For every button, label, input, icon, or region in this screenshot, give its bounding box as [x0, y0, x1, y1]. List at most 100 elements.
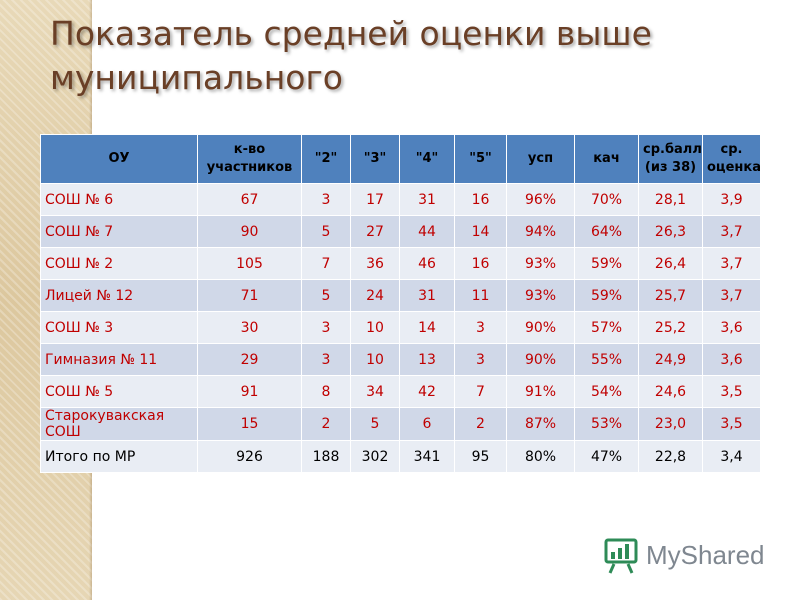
table-cell: 94%: [506, 215, 575, 248]
table-cell: 25,7: [638, 279, 703, 312]
header-cell: ср. оценка: [702, 134, 761, 184]
table-cell: 80%: [506, 440, 575, 473]
table-cell: 3: [454, 311, 507, 344]
school-name-cell: Итого по МР: [40, 440, 198, 473]
table-cell: 91: [197, 375, 302, 408]
table-cell: 31: [399, 183, 455, 216]
table-cell: 105: [197, 247, 302, 280]
school-name-cell: СОШ № 2: [40, 247, 198, 280]
table-cell: 2: [301, 407, 351, 441]
table-cell: 46: [399, 247, 455, 280]
table-cell: 27: [350, 215, 400, 248]
table-cell: 64%: [574, 215, 639, 248]
table-row: СОШ № 3 30 3 10 14 3 90% 57% 25,2 3,6: [40, 311, 761, 344]
table-cell: 67: [197, 183, 302, 216]
school-name-cell: СОШ № 6: [40, 183, 198, 216]
table-cell: 5: [301, 215, 351, 248]
header-cell: "2": [301, 134, 351, 184]
table-cell: 54%: [574, 375, 639, 408]
table-cell: 14: [454, 215, 507, 248]
table-cell: 24: [350, 279, 400, 312]
table-cell: 93%: [506, 247, 575, 280]
results-table: ОУ к-во участников "2" "3" "4" "5" усп к…: [40, 134, 761, 473]
table-cell: 55%: [574, 343, 639, 376]
table-cell: 90%: [506, 311, 575, 344]
table-cell: 15: [197, 407, 302, 441]
school-name-cell: СОШ № 5: [40, 375, 198, 408]
header-cell: "5": [454, 134, 507, 184]
table-cell: 14: [399, 311, 455, 344]
table-cell: 26,3: [638, 215, 703, 248]
table-cell: 16: [454, 247, 507, 280]
header-cell: "4": [399, 134, 455, 184]
table-row: Старокувакская СОШ 15 2 5 6 2 87% 53% 23,0 3,5: [40, 407, 761, 441]
school-name-cell: Старокувакская СОШ: [40, 407, 198, 441]
table-cell: 31: [399, 279, 455, 312]
table-cell: 91%: [506, 375, 575, 408]
table-cell: 13: [399, 343, 455, 376]
table-cell: 24,6: [638, 375, 703, 408]
table-cell: 8: [301, 375, 351, 408]
table-cell: 95: [454, 440, 507, 473]
table-cell: 3: [301, 183, 351, 216]
table-row: Лицей № 12 71 5 24 31 11 93% 59% 25,7 3,7: [40, 279, 761, 312]
table-cell: 3,7: [702, 279, 761, 312]
table-row: СОШ № 2 105 7 36 46 16 93% 59% 26,4 3,7: [40, 247, 761, 280]
logo-text: MyShared: [646, 540, 765, 570]
table-cell: 59%: [574, 247, 639, 280]
table-cell: 6: [399, 407, 455, 441]
table-cell: 22,8: [638, 440, 703, 473]
table-cell: 2: [454, 407, 507, 441]
header-cell: к-во участников: [197, 134, 302, 184]
school-name-cell: Гимназия № 11: [40, 343, 198, 376]
table-cell: 26,4: [638, 247, 703, 280]
table-cell: 3: [454, 343, 507, 376]
table-cell: 5: [301, 279, 351, 312]
table-cell: 90%: [506, 343, 575, 376]
table-cell: 90: [197, 215, 302, 248]
table-cell: 10: [350, 311, 400, 344]
table-cell: 30: [197, 311, 302, 344]
table-cell: 71: [197, 279, 302, 312]
table-cell: 3,5: [702, 407, 761, 441]
table-cell: 87%: [506, 407, 575, 441]
table-cell: 3,6: [702, 311, 761, 344]
table-cell: 3,7: [702, 215, 761, 248]
header-cell: "3": [350, 134, 400, 184]
table-cell: 926: [197, 440, 302, 473]
table-cell: 7: [301, 247, 351, 280]
school-name-cell: СОШ № 7: [40, 215, 198, 248]
table-cell: 3,4: [702, 440, 761, 473]
table-row: СОШ № 7 90 5 27 44 14 94% 64% 26,3 3,7: [40, 215, 761, 248]
slide-title: Показатель средней оценки выше муниципал…: [50, 14, 652, 97]
table-cell: 44: [399, 215, 455, 248]
school-name-cell: Лицей № 12: [40, 279, 198, 312]
table-cell: 7: [454, 375, 507, 408]
table-cell: 34: [350, 375, 400, 408]
table-row: Гимназия № 11 29 3 10 13 3 90% 55% 24,9 3,6: [40, 343, 761, 376]
table-total-row: Итого по МР 926 188 302 341 95 80% 47% 22,8 3,4: [40, 440, 761, 473]
table-cell: 47%: [574, 440, 639, 473]
table-cell: 3,9: [702, 183, 761, 216]
table-cell: 341: [399, 440, 455, 473]
myshared-logo: MyShared: [604, 536, 772, 576]
table-cell: 3: [301, 343, 351, 376]
table-cell: 16: [454, 183, 507, 216]
header-cell: ср.балл (из 38): [638, 134, 703, 184]
table-cell: 188: [301, 440, 351, 473]
table-cell: 24,9: [638, 343, 703, 376]
table-cell: 3: [301, 311, 351, 344]
school-name-cell: СОШ № 3: [40, 311, 198, 344]
table-cell: 29: [197, 343, 302, 376]
header-cell: кач: [574, 134, 639, 184]
presentation-board-icon: [604, 538, 638, 574]
table-cell: 57%: [574, 311, 639, 344]
table-cell: 28,1: [638, 183, 703, 216]
table-cell: 3,5: [702, 375, 761, 408]
table-row: СОШ № 5 91 8 34 42 7 91% 54% 24,6 3,5: [40, 375, 761, 408]
table-cell: 36: [350, 247, 400, 280]
table-cell: 59%: [574, 279, 639, 312]
table-cell: 96%: [506, 183, 575, 216]
table-cell: 70%: [574, 183, 639, 216]
